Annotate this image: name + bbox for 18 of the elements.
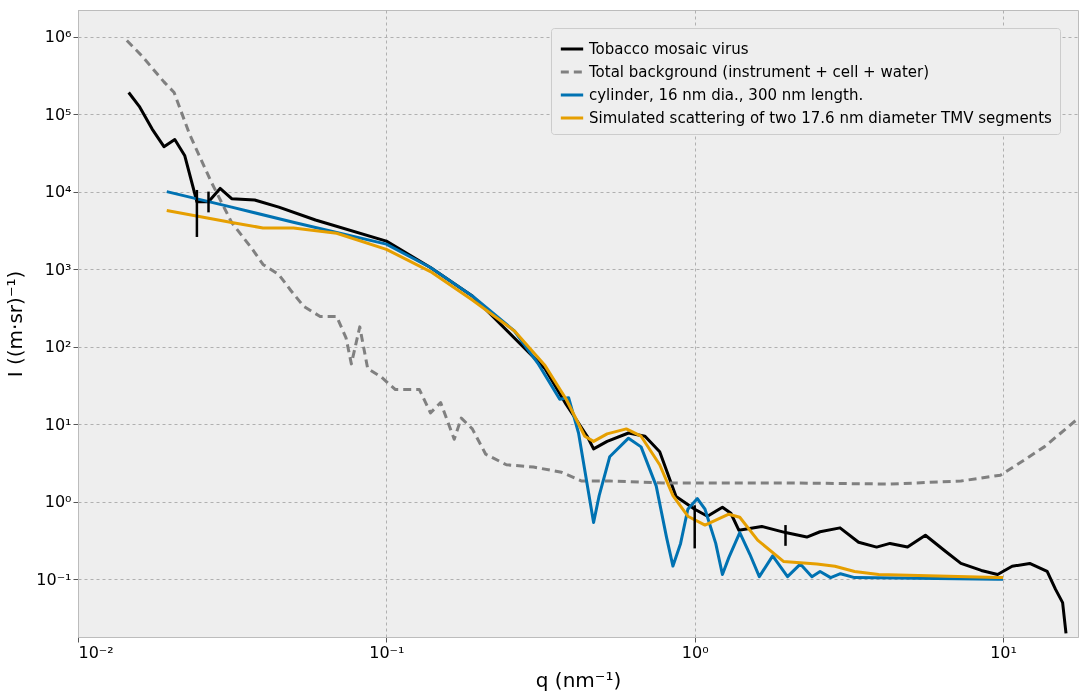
legend-label: Tobacco mosaic virus bbox=[588, 40, 749, 58]
y-tick-label: 10³ bbox=[44, 259, 72, 279]
legend-label: cylinder, 16 nm dia., 300 nm length. bbox=[589, 86, 864, 104]
y-tick-label: 10² bbox=[44, 337, 72, 357]
y-tick-label: 10⁵ bbox=[44, 104, 72, 124]
x-axis-title: q (nm⁻¹) bbox=[535, 667, 622, 692]
y-tick-label: 10⁻¹ bbox=[36, 569, 72, 589]
x-tick-label: 10¹ bbox=[990, 642, 1017, 662]
x-tick-label: 10⁰ bbox=[681, 642, 709, 662]
y-tick-label: 10⁰ bbox=[44, 492, 72, 512]
x-tick-label: 10⁻¹ bbox=[369, 642, 405, 662]
x-tick-label: 10⁻² bbox=[78, 642, 114, 662]
y-tick-label: 10¹ bbox=[44, 414, 72, 434]
legend-label: Simulated scattering of two 17.6 nm diameter TMV segments bbox=[589, 109, 1053, 127]
y-tick-label: 10⁶ bbox=[44, 27, 72, 47]
y-axis-title: I ((m·sr)⁻¹) bbox=[3, 270, 28, 378]
legend-label: Total background (instrument + cell + water) bbox=[588, 63, 930, 81]
y-tick-label: 10⁴ bbox=[44, 182, 72, 202]
